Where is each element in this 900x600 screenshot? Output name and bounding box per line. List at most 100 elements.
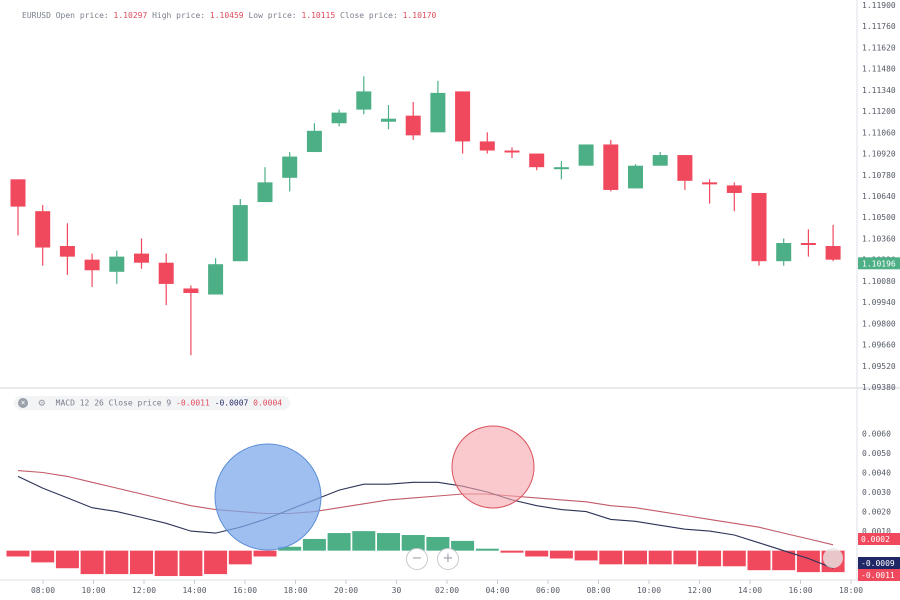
price-tick-label: 1.11620	[862, 43, 896, 52]
histogram-bar	[451, 540, 475, 551]
candle-body	[134, 253, 149, 263]
time-tick-label: 30	[392, 586, 402, 595]
histogram-tag-bg	[858, 533, 900, 545]
candle-body	[504, 150, 520, 153]
low-label: Low price:	[248, 11, 297, 20]
macd-line	[17, 475, 834, 569]
histogram-bar	[698, 550, 722, 567]
candle-body	[10, 179, 26, 207]
candle-body	[751, 192, 767, 262]
histogram-bar	[525, 550, 549, 557]
histogram-bar	[327, 533, 351, 551]
open-label: Open price:	[55, 11, 109, 20]
price-legend: EURUSD Open price: 1.10297 High price: 1…	[22, 11, 436, 20]
time-tick-label: 18:00	[839, 586, 863, 595]
histogram-bar	[130, 550, 153, 575]
watermark-box	[650, 352, 850, 386]
symbol-label: EURUSD	[22, 11, 51, 20]
macd-legend: × ⚙ MACD 12 26 Close price 9 -0.0011 -0.…	[14, 396, 291, 410]
histogram-bar	[747, 550, 771, 571]
histogram-bar	[549, 550, 573, 559]
histogram-bar	[648, 550, 672, 565]
macd-value: -0.0011	[176, 398, 210, 408]
candle-body	[381, 118, 396, 122]
time-tick-label: 08:00	[586, 586, 610, 595]
price-tick-label: 1.09380	[862, 383, 896, 392]
candle-body	[652, 155, 668, 166]
macd-tick-label: 0.0010	[862, 527, 891, 536]
time-tick-label: 16:00	[788, 586, 812, 595]
time-tick-label: 08:00	[31, 586, 55, 595]
histogram-bar	[475, 548, 499, 551]
price-tick-label: 1.09800	[862, 319, 896, 328]
price-tick-label: 1.09940	[862, 298, 896, 307]
zoom-in-button[interactable]: +	[437, 548, 459, 570]
histogram-bar	[574, 550, 598, 561]
high-value: 1.10459	[209, 11, 244, 20]
price-tick-label: 1.11340	[862, 86, 896, 95]
price-tick-label: 1.11900	[862, 1, 896, 10]
macd-tick-label: 0.0050	[862, 449, 891, 458]
time-tick-label: 06:00	[536, 586, 560, 595]
zoom-out-button[interactable]: −	[406, 548, 428, 570]
price-tick-label: 1.11480	[862, 65, 896, 74]
candle-body	[331, 112, 347, 124]
histogram-bar	[352, 531, 376, 551]
time-tick-label: 02:00	[435, 586, 459, 595]
histogram-bar	[55, 550, 79, 569]
histogram-bar	[673, 550, 697, 565]
price-tick-label: 1.10500	[862, 213, 896, 222]
last-price-label: 1.10196	[862, 259, 896, 268]
histogram-bar	[80, 550, 104, 575]
time-tick-label: 10:00	[637, 586, 661, 595]
candle-body	[800, 242, 816, 245]
histogram-bar	[278, 546, 302, 551]
histogram-bar	[426, 536, 450, 551]
candle-body	[430, 92, 446, 133]
macd-tag-bg	[858, 569, 900, 581]
candle-body	[405, 115, 421, 136]
candle-body	[529, 153, 545, 168]
candle-body	[35, 211, 51, 248]
gear-icon[interactable]: ⚙	[38, 396, 46, 409]
candle-body	[677, 155, 693, 181]
close-value: 1.10170	[402, 11, 437, 20]
macd-tick-label: 0.0060	[862, 429, 891, 438]
histogram-bar	[6, 550, 30, 557]
histogram-bar	[179, 550, 203, 577]
time-tick-label: 10:00	[81, 586, 105, 595]
signal-value: -0.0007	[214, 398, 249, 408]
histogram-bar	[105, 550, 129, 575]
histogram-bar	[500, 550, 524, 553]
highlight-circle-blue	[214, 443, 322, 551]
time-tick-label: 16:00	[233, 586, 257, 595]
signal-line	[17, 470, 834, 546]
candle-body	[578, 144, 594, 166]
candle-body	[776, 242, 792, 262]
histogram-bar	[722, 550, 746, 567]
candle-body	[702, 182, 718, 185]
time-tick-label: 18:00	[283, 586, 307, 595]
low-value: 1.10115	[301, 11, 336, 20]
candle-body	[479, 141, 495, 151]
close-icon[interactable]: ×	[18, 398, 28, 408]
histogram-bar	[204, 550, 228, 575]
highlight-circle-red	[451, 425, 535, 509]
candle-body	[84, 259, 100, 271]
histogram-bar	[31, 550, 55, 563]
candle-body	[726, 185, 742, 193]
signal-tag-bg	[858, 557, 900, 569]
candle-body	[825, 246, 841, 260]
candle-body	[603, 144, 619, 190]
signal-tag: -0.0009	[861, 559, 895, 568]
time-tick-label: 12:00	[132, 586, 156, 595]
time-tick-label: 04:00	[485, 586, 509, 595]
macd-tick-label: 0.0020	[862, 508, 891, 517]
open-value: 1.10297	[113, 11, 148, 20]
candle-body	[455, 91, 471, 142]
close-label: Close price:	[340, 11, 398, 20]
histogram-tag: 0.0002	[861, 535, 890, 544]
histogram-bar	[302, 538, 326, 551]
histogram-value: 0.0004	[253, 398, 283, 408]
